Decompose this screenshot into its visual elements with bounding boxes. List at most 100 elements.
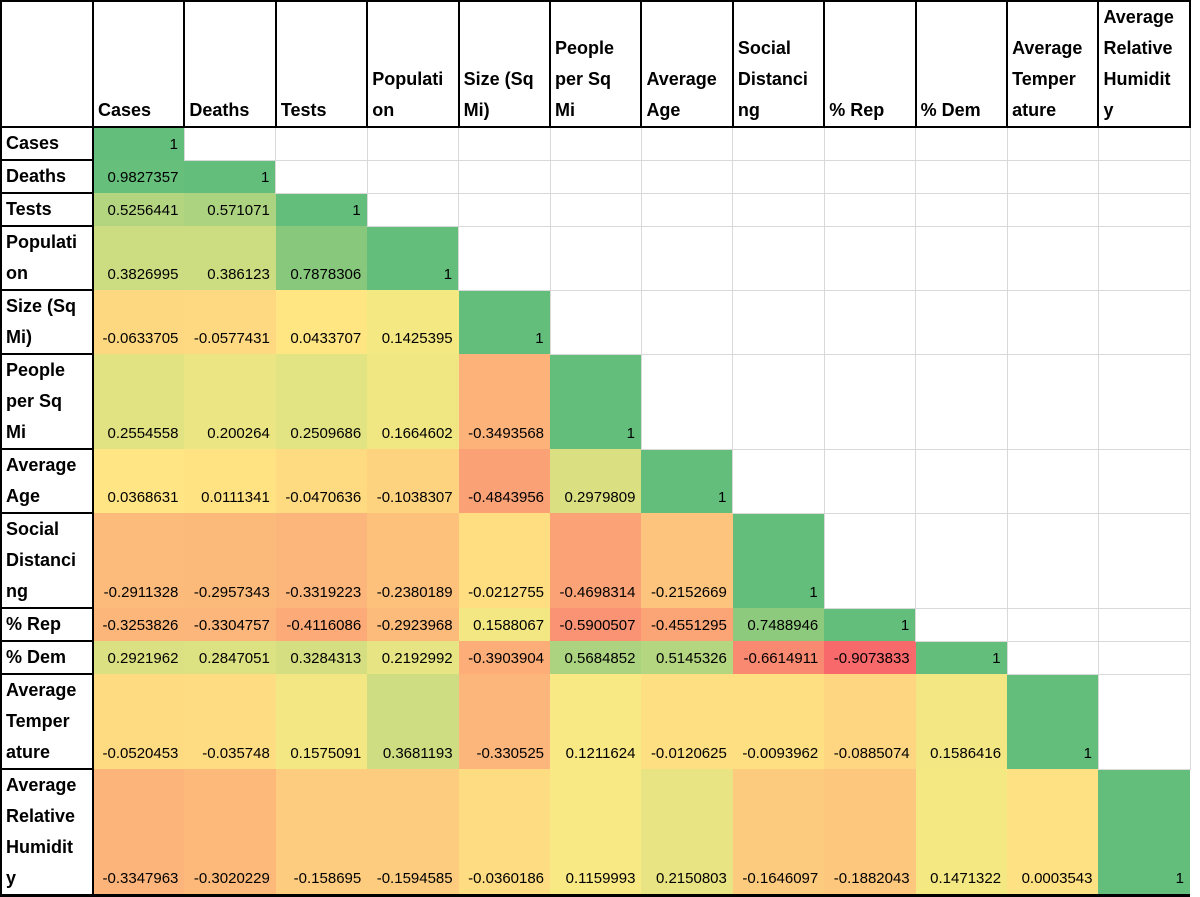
blank-cell: [1097, 225, 1191, 291]
blank-cell: [823, 225, 917, 291]
cell-population-tests: 0.7878306: [275, 226, 368, 290]
cell-people-per-sq-mi-cases: 0.2554558: [93, 354, 185, 449]
header-label-line: Tests: [280, 100, 327, 120]
blank-cell: [1097, 607, 1191, 642]
cell-people-per-sq-mi-size-sq-mi: -0.3493568: [458, 354, 551, 449]
col-header-average-temperature: Average Temper ature: [1006, 0, 1100, 128]
header-label-line: ng: [6, 581, 28, 601]
cell-people-per-sq-mi-tests: 0.2509686: [275, 354, 368, 449]
blank-cell: [1097, 640, 1191, 675]
header-label-line: ature: [6, 742, 51, 762]
cell-dem-deaths: 0.2847051: [184, 641, 276, 674]
header-label-line: Social: [737, 38, 791, 58]
cell-dem-population: 0.2192992: [367, 641, 459, 674]
cell-social-distancing-size-sq-mi: -0.0212755: [458, 513, 551, 608]
cell-rep-social-distancing: 0.7488946: [732, 608, 825, 641]
blank-cell: [1006, 607, 1099, 642]
header-label-line: Relative: [6, 806, 76, 826]
row-header-rep: % Rep: [0, 607, 94, 642]
header-label-line: Average: [646, 69, 717, 89]
cell-tests-deaths: 0.571071: [184, 193, 276, 226]
cell-average-relative-humidity-tests: -0.158695: [275, 769, 368, 897]
row-header-people-per-sq-mi: People per Sq Mi: [0, 353, 94, 450]
blank-cell: [1006, 225, 1099, 291]
cell-average-relative-humidity-average-temperature: 0.0003543: [1007, 769, 1099, 897]
blank-cell: [458, 225, 551, 291]
header-label-line: People: [555, 38, 615, 58]
blank-cell: [915, 289, 1008, 355]
header-label-line: % Rep: [6, 614, 62, 634]
blank-cell: [732, 448, 825, 514]
header-label-line: y: [6, 868, 17, 888]
blank-cell: [366, 126, 460, 161]
cell-average-relative-humidity-average-relative-humidity: 1: [1098, 769, 1190, 897]
col-header-average-relative-humidity: Average Relative Humidit y: [1097, 0, 1191, 128]
cell-average-age-size-sq-mi: -0.4843956: [458, 449, 551, 513]
cell-social-distancing-population: -0.2380189: [367, 513, 459, 608]
blank-cell: [1006, 126, 1099, 161]
cell-average-temperature-tests: 0.1575091: [275, 674, 368, 769]
cell-average-temperature-dem: 0.1586416: [915, 674, 1008, 769]
header-label-line: People: [6, 360, 66, 380]
cell-average-relative-humidity-dem: 0.1471322: [915, 769, 1008, 897]
header-label-line: Social: [6, 519, 60, 539]
cell-deaths-deaths: 1: [184, 160, 276, 193]
col-header-tests: Tests: [274, 0, 369, 128]
header-label-line: on: [6, 263, 28, 283]
blank-cell: [1097, 353, 1191, 450]
header-label-line: Populati: [372, 69, 444, 89]
blank-cell: [915, 448, 1008, 514]
cell-average-temperature-people-per-sq-mi: 0.1211624: [550, 674, 642, 769]
cell-average-age-people-per-sq-mi: 0.2979809: [550, 449, 642, 513]
cell-average-temperature-population: 0.3681193: [367, 674, 459, 769]
cell-dem-people-per-sq-mi: 0.5684852: [550, 641, 642, 674]
blank-cell: [915, 607, 1008, 642]
table-row-population: Populati on 0.3826995 0.386123 0.7878306 1: [0, 225, 1191, 291]
cell-average-age-population: -0.1038307: [367, 449, 459, 513]
cell-average-relative-humidity-population: -0.1594585: [367, 769, 459, 897]
cell-average-relative-humidity-deaths: -0.3020229: [184, 769, 276, 897]
blank-cell: [732, 225, 825, 291]
blank-cell: [823, 159, 917, 194]
header-label-line: on: [372, 100, 395, 120]
cell-rep-tests: -0.4116086: [275, 608, 368, 641]
header-row: Cases Deaths Tests Populati on Size (Sq Mi) Peo…: [0, 0, 1191, 128]
cell-average-age-tests: -0.0470636: [275, 449, 368, 513]
header-label-line: Average: [1103, 7, 1174, 27]
header-label-line: Age: [646, 100, 681, 120]
blank-cell: [458, 159, 551, 194]
header-label-line: % Dem: [6, 647, 67, 667]
table-row-size-sq-mi: Size (Sq Mi) -0.0633705 -0.0577431 0.0433707…: [0, 289, 1191, 355]
blank-cell: [275, 126, 368, 161]
cell-average-relative-humidity-cases: -0.3347963: [93, 769, 185, 897]
header-label-line: Distanci: [6, 550, 77, 570]
cell-average-relative-humidity-average-age: 0.2150803: [641, 769, 733, 897]
table-row-people-per-sq-mi: People per Sq Mi 0.2554558 0.200264 0.2509686…: [0, 353, 1191, 450]
row-header-average-temperature: Average Temper ature: [0, 673, 94, 770]
table-row-average-temperature: Average Temper ature -0.0520453 -0.035748 0.1…: [0, 673, 1191, 770]
header-label-line: Relative: [1103, 38, 1173, 58]
blank-cell: [1006, 353, 1099, 450]
cell-rep-population: -0.2923968: [367, 608, 459, 641]
cell-tests-tests: 1: [275, 193, 368, 226]
header-label-line: Temper: [1012, 69, 1076, 89]
header-label-line: Mi: [6, 422, 26, 442]
header-label-line: ng: [737, 100, 760, 120]
blank-cell: [549, 126, 642, 161]
blank-cell: [640, 289, 734, 355]
blank-cell: [1006, 448, 1099, 514]
header-label-line: Temper: [6, 711, 70, 731]
col-header-population: Populati on: [366, 0, 460, 128]
blank-cell: [1006, 512, 1099, 609]
blank-cell: [549, 159, 642, 194]
blank-cell: [732, 289, 825, 355]
row-header-dem: % Dem: [0, 640, 94, 675]
cell-average-age-cases: 0.0368631: [93, 449, 185, 513]
header-label-line: Size (Sq: [463, 69, 534, 89]
cell-average-relative-humidity-size-sq-mi: -0.0360186: [458, 769, 551, 897]
cell-rep-average-age: -0.4551295: [641, 608, 733, 641]
blank-cell: [1006, 159, 1099, 194]
cell-deaths-cases: 0.9827357: [93, 160, 185, 193]
cell-average-relative-humidity-people-per-sq-mi: 0.1159993: [550, 769, 642, 897]
